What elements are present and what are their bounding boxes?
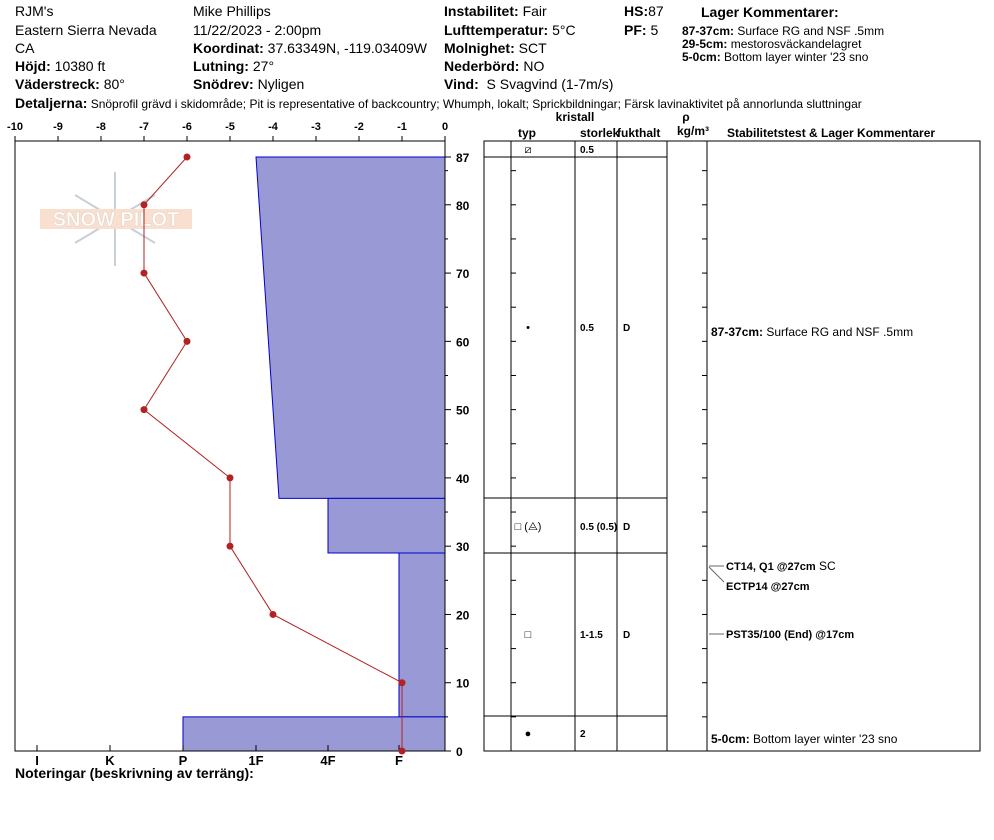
temperature-point xyxy=(140,201,148,209)
coordinates: Koordinat: 37.63349N, -119.03409W xyxy=(193,40,427,56)
aspect: Väderstreck: 80° xyxy=(15,76,125,92)
precip: Nederbörd: NO xyxy=(444,58,545,74)
header-comments: Stabilitetstest & Lager Kommentarer xyxy=(727,126,935,140)
depth-tick-label: 40 xyxy=(456,472,470,486)
svg-text:SNOW PILOT: SNOW PILOT xyxy=(53,209,180,231)
hardness-tick-label: F xyxy=(395,753,403,768)
depth-tick-label: 60 xyxy=(456,335,470,349)
hardness-bar xyxy=(327,497,446,554)
sky: Molnighet: SCT xyxy=(444,40,547,56)
hardness-tick-label: P xyxy=(179,753,188,768)
grain-type: □ xyxy=(525,629,532,641)
grain-size: 0.5 xyxy=(580,323,594,334)
moisture: D xyxy=(623,630,630,641)
notes-label: Noteringar (beskrivning av terräng): xyxy=(15,765,254,781)
depth-tick-label: 30 xyxy=(456,540,470,554)
layer-table xyxy=(483,140,981,752)
header-size: storlek xyxy=(580,126,620,140)
layer-comment: 29-5cm: mestorosväckandelagret xyxy=(682,37,862,51)
temperature-point xyxy=(226,474,234,482)
temperature-point xyxy=(140,269,148,277)
header-crystal: kristall xyxy=(556,110,595,124)
grain-type: ● xyxy=(525,728,532,740)
grain-size: 2 xyxy=(580,729,586,740)
temperature-point xyxy=(183,153,191,161)
snowpilot-logo: SNOW PILOT xyxy=(40,172,192,266)
header-moisture: fukthalt xyxy=(617,126,660,140)
stability-test: ECTP14 @27cm xyxy=(726,581,810,593)
temp-tick-label: -6 xyxy=(182,121,192,133)
temperature-point xyxy=(269,610,277,618)
depth-tick-label: 87 xyxy=(456,151,470,165)
hardness-bar xyxy=(398,552,446,718)
hardness-bar xyxy=(182,716,446,752)
instability: Instabilitet: Fair xyxy=(444,3,547,19)
temp-tick-label: -5 xyxy=(225,121,235,133)
grain-size: 1-1.5 xyxy=(580,630,603,641)
hardness-bar xyxy=(255,156,446,499)
hardness-tick-label: K xyxy=(105,753,115,768)
grain-type: ⧄ xyxy=(525,144,532,156)
moisture: D xyxy=(623,323,630,334)
header-type: typ xyxy=(518,126,536,140)
depth-tick-label: 80 xyxy=(456,199,470,213)
slope: Lutning: 27° xyxy=(193,58,275,74)
temp-tick-label: -3 xyxy=(311,121,321,133)
temp-tick-label: -7 xyxy=(139,121,149,133)
datetime: 11/22/2023 - 2:00pm xyxy=(193,22,322,38)
temp-tick-label: -8 xyxy=(96,121,106,133)
grain-type: □ (⨺) xyxy=(515,521,542,533)
temp-tick-label: -10 xyxy=(7,121,23,133)
grain-type: • xyxy=(526,322,530,334)
temperature-line xyxy=(143,156,403,751)
layer-comment: 87-37cm: Surface RG and NSF .5mm xyxy=(682,24,885,38)
depth-tick-label: 20 xyxy=(456,608,470,622)
details: Detaljerna: Snöprofil grävd i skidområde… xyxy=(15,95,862,111)
header-rho: ρ xyxy=(682,110,689,124)
layer-comment: 87-37cm: Surface RG and NSF .5mm xyxy=(711,325,913,339)
stability-test: CT14, Q1 @27cm SC xyxy=(726,559,836,573)
wind: Vind: S Svagvind (1-7m/s) xyxy=(444,76,614,92)
air-temp: Lufttemperatur: 5°C xyxy=(444,22,576,38)
depth-tick-label: 10 xyxy=(456,677,470,691)
grain-size: 0.5 xyxy=(580,145,594,156)
temp-tick-label: -4 xyxy=(268,121,279,133)
temp-tick-label: 0 xyxy=(442,121,448,133)
depth-tick-label: 50 xyxy=(456,404,470,418)
pf: PF: 5 xyxy=(624,22,659,38)
layer-comments-title: Lager Kommentarer: xyxy=(701,4,839,20)
org: RJM's xyxy=(15,3,54,19)
temperature-point xyxy=(183,337,191,345)
layer-comment: 5-0cm: Bottom layer winter '23 sno xyxy=(682,50,869,64)
depth-tick-label: 70 xyxy=(456,267,470,281)
region: Eastern Sierra Nevada xyxy=(15,22,157,38)
observer: Mike Phillips xyxy=(193,3,271,19)
depth-tick-label: 0 xyxy=(456,745,463,759)
test-arrow xyxy=(708,566,725,583)
temp-tick-label: -2 xyxy=(354,121,364,133)
temp-tick-label: -9 xyxy=(53,121,63,133)
stability-test: PST35/100 (End) @17cm xyxy=(726,629,854,641)
hs: HS:87 xyxy=(624,3,664,19)
temperature-point xyxy=(140,406,148,414)
elevation: Höjd: 10380 ft xyxy=(15,58,106,74)
state: CA xyxy=(15,40,35,56)
header-density: kg/m³ xyxy=(677,124,709,138)
hardness-tick-label: I xyxy=(35,753,39,768)
hardness-tick-label: 4F xyxy=(320,753,335,768)
hardness-tick-label: 1F xyxy=(248,753,263,768)
moisture: D xyxy=(623,522,630,533)
temp-tick-label: -1 xyxy=(397,121,407,133)
layer-comment: 5-0cm: Bottom layer winter '23 sno xyxy=(711,732,898,746)
drift: Snödrev: Nyligen xyxy=(193,76,305,92)
grain-size: 0.5 (0.5) xyxy=(580,522,617,533)
temperature-point xyxy=(398,679,406,687)
temperature-point xyxy=(398,747,406,755)
temperature-point xyxy=(226,542,234,550)
